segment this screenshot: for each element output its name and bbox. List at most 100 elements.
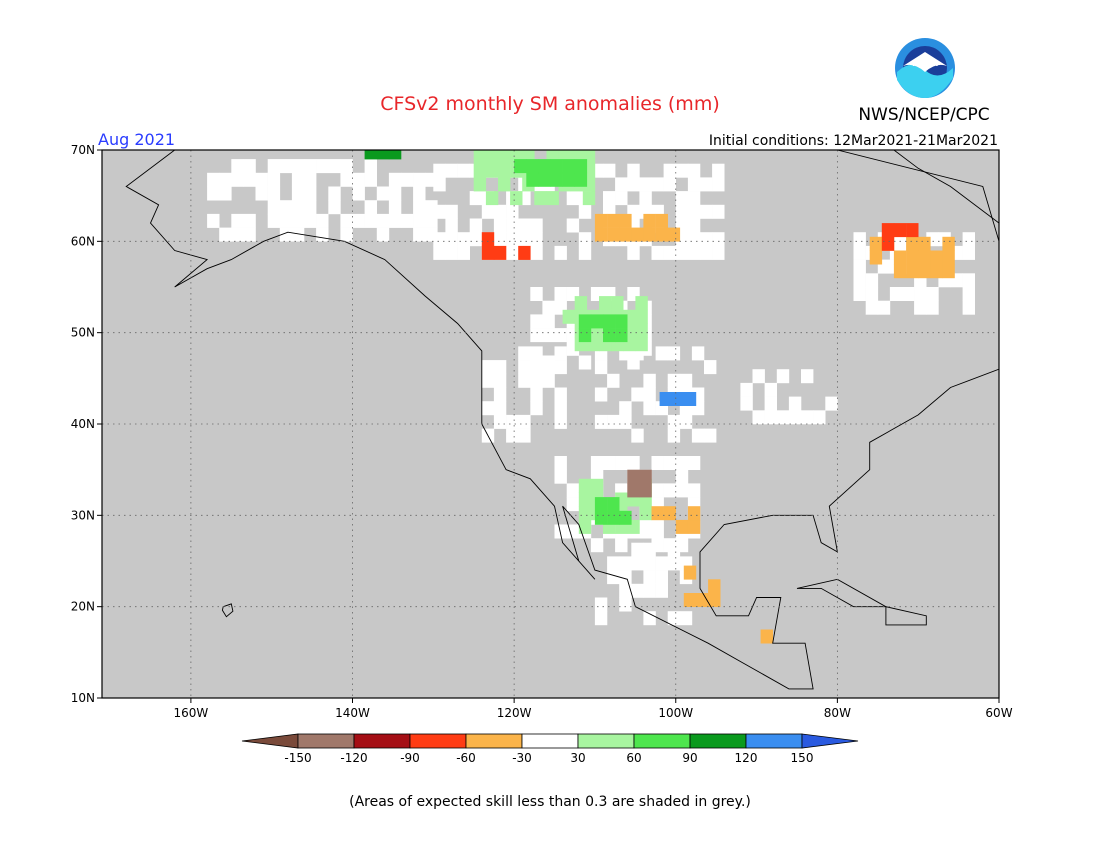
anomaly-cell (801, 369, 814, 384)
anomaly-cell (700, 232, 713, 247)
anomaly-cell (388, 186, 402, 201)
anomaly-cell (493, 218, 507, 233)
anomaly-cell (663, 506, 676, 521)
anomaly-cell (687, 245, 701, 260)
anomaly-cell (530, 401, 543, 416)
anomaly-cell (542, 328, 555, 343)
anomaly-cell (607, 497, 620, 512)
lat-tick-label: 20N (71, 600, 95, 614)
anomaly-cell (635, 323, 648, 338)
anomaly-cell (485, 191, 499, 206)
anomaly-cell (764, 410, 777, 425)
lon-axis: 160W 140W 120W 100W 80W 60W (174, 698, 1013, 720)
anomaly-cell (518, 373, 531, 388)
anomaly-cell (776, 410, 790, 425)
anomaly-cell (619, 213, 632, 228)
anomaly-cell (687, 218, 701, 233)
anomaly-cell (655, 213, 668, 228)
anomaly-cell (243, 159, 256, 174)
anomaly-cell (554, 287, 567, 301)
anomaly-cell (291, 227, 305, 242)
anomaly-cell (962, 273, 975, 288)
anomaly-cell (518, 414, 531, 429)
anomaly-cell (700, 177, 713, 192)
anomaly-cell (578, 232, 592, 247)
anomaly-cell (590, 478, 604, 493)
anomaly-cell (562, 159, 575, 174)
anomaly-cell (675, 456, 689, 470)
anomaly-cell (603, 314, 616, 329)
anomaly-cell (962, 300, 975, 315)
anomaly-cell (316, 227, 329, 242)
anomaly-cell (865, 300, 879, 315)
anomaly-cell (679, 414, 693, 429)
anomaly-cell (712, 163, 725, 178)
anomaly-cell (578, 204, 592, 219)
anomaly-cell (643, 227, 656, 242)
anomaly-cell (554, 387, 567, 402)
anomaly-cell (712, 245, 725, 260)
anomaly-cell (506, 204, 519, 219)
anomaly-cell (340, 172, 353, 187)
colorbar-tick-label: 30 (570, 751, 585, 765)
anomaly-cell (788, 396, 802, 411)
anomaly-cell (651, 177, 664, 192)
anomaly-cell (615, 456, 628, 470)
anomaly-cell (594, 227, 608, 242)
anomaly-cell (578, 245, 592, 260)
anomaly-cell (566, 524, 580, 539)
anomaly-cell (687, 506, 701, 521)
anomaly-cell (243, 227, 256, 242)
anomaly-cell (590, 538, 604, 553)
anomaly-cell (813, 410, 826, 425)
anomaly-cell (639, 483, 652, 498)
anomaly-cell (594, 360, 608, 375)
anomaly-cell (639, 191, 652, 206)
anomaly-cell (413, 227, 426, 242)
anomaly-cell (619, 401, 632, 416)
anomaly-cell (687, 204, 701, 219)
anomaly-cell (255, 186, 268, 201)
anomaly-cell (578, 492, 592, 507)
anomaly-cell (530, 245, 543, 260)
anomaly-cell (914, 287, 927, 301)
valid-month: Aug 2021 (98, 130, 175, 149)
anomaly-cell (740, 396, 753, 411)
anomaly-cell (603, 328, 616, 343)
anomaly-cell (853, 287, 866, 301)
anomaly-cell (708, 579, 721, 594)
anomaly-cell (631, 556, 644, 571)
anomaly-cell (675, 163, 689, 178)
anomaly-cell (401, 213, 414, 228)
anomaly-cell (267, 200, 281, 215)
anomaly-cell (594, 510, 608, 525)
agency-label: NWS/NCEP/CPC (858, 105, 989, 125)
anomaly-cell (631, 227, 644, 242)
anomaly-cell (255, 172, 268, 187)
anomaly-cell (388, 213, 402, 228)
anomaly-cell (627, 469, 640, 484)
anomaly-cell (643, 556, 656, 571)
lon-tick-label: 120W (497, 706, 532, 720)
anomaly-cell (663, 245, 676, 260)
anomaly-cell (566, 191, 580, 206)
lat-tick-label: 60N (71, 234, 95, 248)
skill-footnote: (Areas of expected skill less than 0.3 a… (349, 794, 751, 810)
anomaly-cell (667, 373, 681, 388)
anomaly-cell (607, 510, 620, 525)
anomaly-cell (906, 223, 919, 238)
anomaly-cell (267, 213, 281, 228)
anomaly-cell (219, 172, 232, 187)
anomaly-cell (930, 250, 943, 265)
anomaly-cell (906, 264, 919, 279)
anomaly-cell (683, 593, 697, 607)
anomaly-cell (578, 506, 592, 521)
anomaly-cell (906, 250, 919, 265)
anomaly-cell (574, 172, 588, 187)
anomaly-cell (683, 392, 697, 406)
anomaly-cell (538, 159, 551, 174)
anomaly-cell (445, 163, 458, 178)
anomaly-cell (667, 428, 681, 443)
anomaly-cell (481, 360, 495, 375)
anomaly-cell (667, 542, 681, 557)
